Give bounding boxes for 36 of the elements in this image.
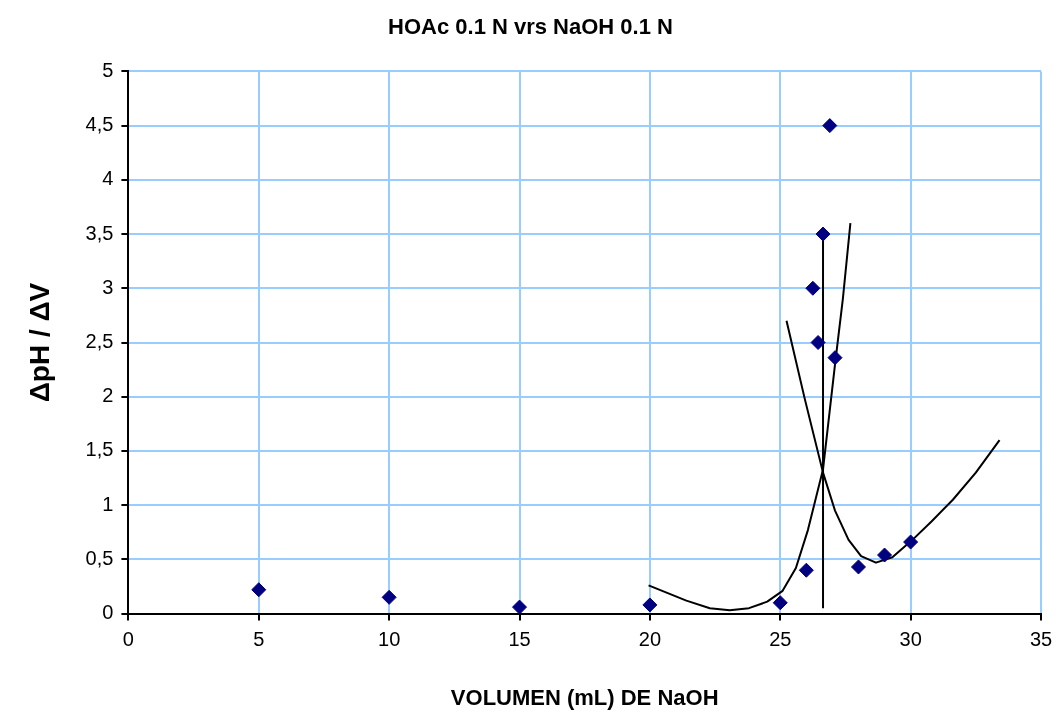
x-tick-label: 15	[508, 628, 531, 651]
y-tick-label: 0,5	[85, 546, 114, 569]
x-tick-label: 25	[769, 628, 792, 651]
point	[877, 547, 893, 563]
point	[822, 118, 838, 134]
y-tick-label: 2,5	[85, 330, 114, 353]
x-tick-label: 35	[1029, 628, 1053, 651]
y-tick-label: 1,5	[85, 438, 114, 461]
y-tick-label: 0	[102, 601, 114, 624]
point	[512, 599, 528, 614]
point	[850, 559, 866, 575]
y-tick-label: 5	[102, 58, 114, 81]
point	[815, 226, 831, 242]
point	[798, 562, 814, 578]
x-tick-label: 0	[122, 628, 134, 651]
x-tick-label: 30	[899, 628, 922, 651]
point	[251, 582, 267, 598]
y-axis-title: ΔpH / ΔV	[23, 282, 55, 403]
point	[772, 595, 788, 611]
y-tick-label: 3,5	[85, 221, 114, 244]
y-tick-label: 1	[102, 492, 114, 515]
y-tick-label: 4,5	[85, 113, 114, 136]
x-tick-label: 10	[378, 628, 401, 651]
point	[805, 280, 821, 296]
x-tick-label: 5	[253, 628, 265, 651]
chart-title: HOAc 0.1 N vrs NaOH 0.1 N	[388, 14, 673, 40]
point	[903, 534, 919, 550]
x-axis-title: VOLUMEN (mL) DE NaOH	[450, 684, 719, 710]
y-tick-label: 3	[102, 275, 114, 298]
y-tick-label: 2	[102, 384, 114, 407]
point	[381, 589, 397, 605]
y-tick-label: 4	[102, 167, 114, 190]
point	[642, 597, 658, 613]
x-tick-label: 20	[638, 628, 662, 651]
point	[810, 335, 826, 350]
point	[827, 350, 843, 366]
